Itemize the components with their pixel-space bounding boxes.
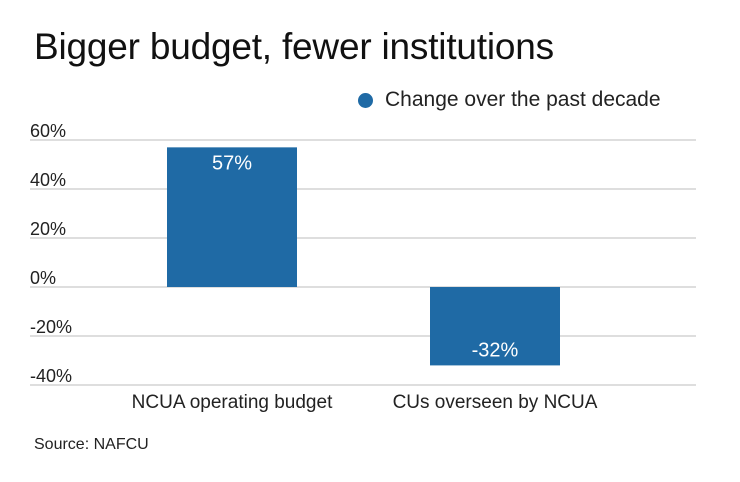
y-tick-label: 20% <box>30 219 66 239</box>
source-note: Source: NAFCU <box>34 436 149 453</box>
bar-data-label: -32% <box>472 339 519 361</box>
chart-title: Bigger budget, fewer institutions <box>34 26 554 67</box>
y-tick-label: -20% <box>30 317 72 337</box>
y-tick-label: -40% <box>30 366 72 386</box>
bar <box>167 147 297 287</box>
bar-data-label: 57% <box>212 152 252 174</box>
y-tick-label: 40% <box>30 170 66 190</box>
y-tick-label: 60% <box>30 121 66 141</box>
bar <box>430 287 560 366</box>
legend: Change over the past decade <box>358 88 661 112</box>
y-tick-label: 0% <box>30 268 56 288</box>
x-category-label: CUs overseen by NCUA <box>393 392 598 413</box>
legend-marker-icon <box>358 92 373 108</box>
x-category-label: NCUA operating budget <box>132 392 333 413</box>
legend-label: Change over the past decade <box>385 88 661 111</box>
